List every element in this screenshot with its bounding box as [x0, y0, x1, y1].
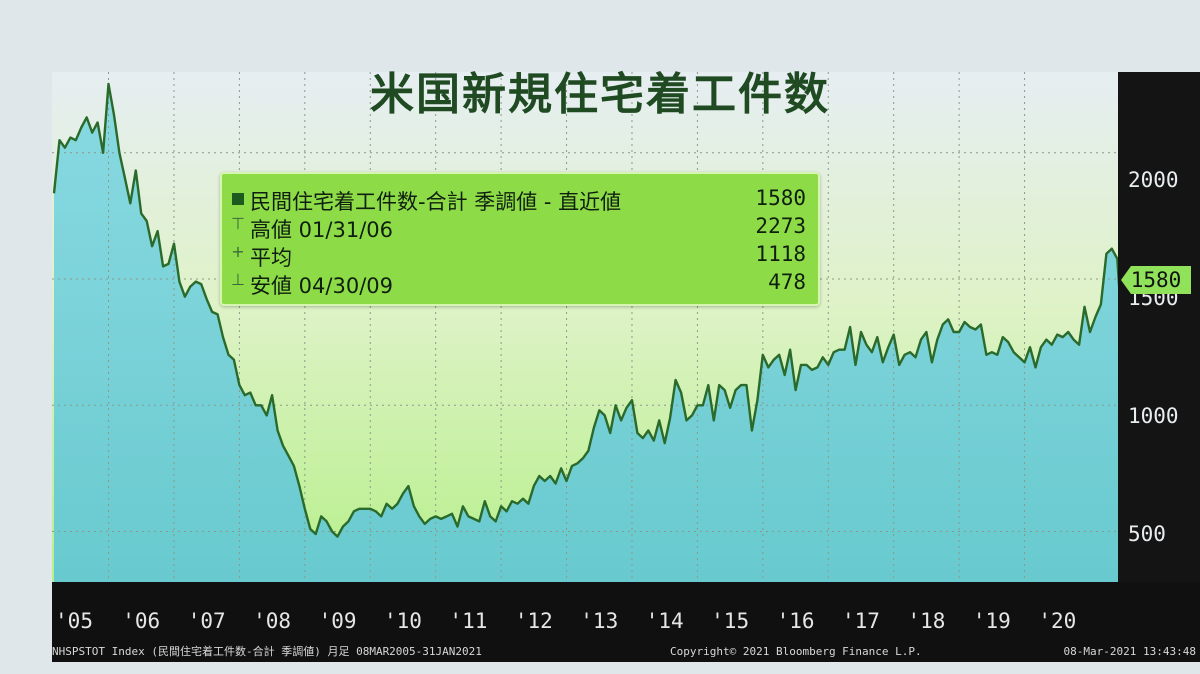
- chart-title: 米国新規住宅着工件数: [370, 69, 830, 120]
- x-tick-label: '20: [1038, 609, 1077, 633]
- footer-bar: NHSPSTOT Index (民間住宅着工件数-合計 季調値) 月足 08MA…: [52, 642, 1200, 662]
- legend-label: 安値 04/30/09: [250, 274, 393, 298]
- x-tick-label: '08: [253, 609, 292, 633]
- x-tick-label: '07: [187, 609, 226, 633]
- y-tick-label: 1000: [1128, 404, 1179, 428]
- footer-copyright: Copyright© 2021 Bloomberg Finance L.P.: [670, 645, 922, 658]
- x-tick-label: '17: [842, 609, 880, 633]
- legend-row-high: ⊤ 高値 01/31/06 2273: [230, 214, 812, 242]
- legend-row-average: + 平均 1118: [230, 242, 812, 270]
- x-tick-label: '19: [972, 609, 1011, 633]
- legend-value: 1118: [755, 242, 806, 266]
- legend-value: 2273: [755, 214, 806, 238]
- legend-row-latest: 民間住宅着工件数-合計 季調値 - 直近値 1580: [230, 186, 812, 214]
- x-tick-label: '13: [580, 609, 619, 633]
- y-tick-label: 500: [1128, 522, 1166, 546]
- legend-value: 1580: [755, 186, 806, 210]
- legend-box: 民間住宅着工件数-合計 季調値 - 直近値 1580 ⊤ 高値 01/31/06…: [220, 172, 820, 306]
- last-value-badge: 1580: [1121, 266, 1191, 294]
- low-marker-icon: ⊥: [231, 270, 245, 289]
- x-tick-label: '05: [55, 609, 93, 633]
- x-tick-label: '14: [645, 609, 684, 633]
- legend-label: 平均: [250, 246, 292, 270]
- x-axis-band: [52, 582, 1200, 642]
- series-square-icon: [232, 193, 244, 205]
- x-tick-label: '12: [514, 609, 553, 633]
- y-tick-label: 2000: [1128, 168, 1179, 192]
- average-marker-icon: +: [231, 242, 245, 261]
- legend-label: 民間住宅着工件数-合計 季調値 - 直近値: [250, 190, 622, 214]
- legend-label: 高値 01/31/06: [250, 218, 393, 242]
- footer-timestamp: 08-Mar-2021 13:43:48: [1063, 645, 1196, 658]
- x-tick-label: '06: [122, 609, 161, 633]
- x-tick-label: '16: [776, 609, 815, 633]
- x-tick-label: '18: [907, 609, 946, 633]
- x-tick-label: '10: [383, 609, 422, 633]
- x-tick-label: '15: [711, 609, 750, 633]
- high-marker-icon: ⊤: [231, 214, 245, 233]
- series-area: [54, 83, 1178, 583]
- legend-value: 478: [768, 270, 806, 294]
- series-line: [52, 82, 1179, 538]
- y-axis-panel: [1118, 72, 1200, 582]
- x-tick-label: '11: [449, 609, 488, 633]
- footer-index-info: NHSPSTOT Index (民間住宅着工件数-合計 季調値) 月足 08MA…: [52, 645, 482, 658]
- x-tick-label: '09: [318, 609, 357, 633]
- legend-row-low: ⊥ 安値 04/30/09 478: [230, 270, 812, 298]
